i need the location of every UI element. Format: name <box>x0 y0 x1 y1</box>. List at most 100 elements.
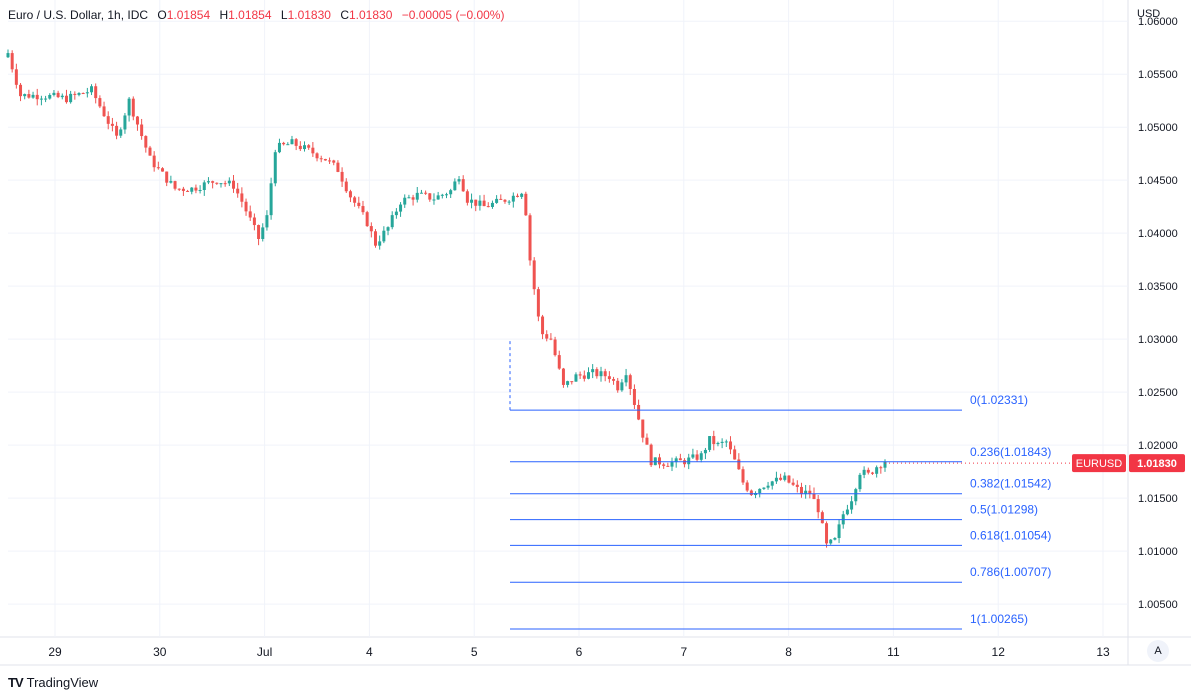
last-price-label: 1.01830 <box>1137 458 1177 470</box>
candle-body <box>733 449 737 460</box>
candle-body <box>657 457 661 465</box>
candle-body <box>110 123 114 126</box>
symbol-title: Euro / U.S. Dollar, 1h, IDC <box>8 8 149 22</box>
candle-body <box>265 215 269 228</box>
candle-body <box>799 486 803 495</box>
candle-body <box>612 379 616 381</box>
candle-body <box>374 231 378 246</box>
candle-body <box>102 106 106 117</box>
candle-body <box>453 181 457 191</box>
fib-level-label: 0.236(1.01843) <box>970 445 1051 459</box>
candle-body <box>215 182 219 184</box>
candle-body <box>319 158 323 160</box>
candle-body <box>60 95 64 98</box>
candle-body <box>653 457 657 466</box>
candle-body <box>52 92 56 95</box>
candle-body <box>499 198 503 200</box>
candle-body <box>399 204 403 212</box>
symbol-header: Euro / U.S. Dollar, 1h, IDC O1.01854 H1.… <box>8 8 510 22</box>
candle-body <box>741 469 745 483</box>
candle-body <box>90 86 94 93</box>
candle-body <box>490 202 494 207</box>
candle-body <box>390 215 394 228</box>
candle-body <box>662 464 666 466</box>
candle-body <box>382 230 386 242</box>
candle-body <box>202 182 206 191</box>
candle-body <box>858 474 862 490</box>
candle-body <box>177 188 181 190</box>
candle-body <box>645 437 649 445</box>
candle-body <box>524 193 528 216</box>
candle-body <box>190 187 194 192</box>
symbol-tag[interactable] <box>1072 454 1126 473</box>
fib-level-label: 0.382(1.01542) <box>970 477 1051 491</box>
candle-body <box>436 195 440 200</box>
tradingview-brand[interactable]: TV TradingView <box>8 675 98 690</box>
candle-body <box>478 200 482 206</box>
candle-body <box>720 441 724 443</box>
candle-body <box>236 188 240 194</box>
candle-body <box>737 459 741 470</box>
candle-body <box>862 469 866 475</box>
x-tick-label: 5 <box>471 645 478 659</box>
candle-body <box>591 369 595 373</box>
candle-body <box>745 482 749 491</box>
candle-body <box>424 192 428 194</box>
candle-body <box>674 458 678 463</box>
candle-body <box>445 194 448 196</box>
candle-body <box>620 382 624 391</box>
candle-body <box>77 93 81 95</box>
candle-body <box>361 206 365 213</box>
candle-body <box>428 193 432 200</box>
candle-body <box>503 199 507 202</box>
candle-body <box>578 374 582 376</box>
candle-body <box>286 144 290 146</box>
candle-body <box>39 98 43 100</box>
candle-body <box>315 153 319 159</box>
candle-body <box>624 375 628 383</box>
fib-level-label: 0.786(1.00707) <box>970 565 1051 579</box>
candle-body <box>378 241 382 246</box>
candle-body <box>536 289 540 317</box>
candle-body <box>123 115 127 130</box>
candle-body <box>244 201 248 212</box>
y-tick-label: 1.01500 <box>1138 493 1178 505</box>
candle-body <box>545 334 549 339</box>
candle-body <box>557 355 561 369</box>
candle-body <box>27 94 31 98</box>
candle-body <box>779 477 783 480</box>
candle-body <box>603 371 607 377</box>
low-label: L <box>280 8 288 22</box>
candle-body <box>649 444 653 466</box>
candle-body <box>269 183 273 216</box>
candle-body <box>749 490 753 496</box>
candle-body <box>340 171 344 182</box>
candle-body <box>282 142 286 145</box>
tradingview-logo-icon: TV <box>8 675 24 690</box>
candle-body <box>566 381 570 385</box>
candle-body <box>332 160 336 163</box>
candle-body <box>532 260 536 290</box>
last-price-tag[interactable] <box>1129 454 1185 473</box>
candle-body <box>152 155 156 168</box>
candle-body <box>419 192 423 194</box>
fib-level-label: 0(1.02331) <box>970 393 1028 407</box>
candle-body <box>56 92 60 98</box>
candle-body <box>795 484 799 487</box>
auto-scale-button[interactable]: A <box>1147 640 1169 662</box>
candle-body <box>348 191 352 198</box>
candle-body <box>511 195 515 202</box>
candle-body <box>344 181 348 192</box>
candle-body <box>574 374 578 382</box>
candle-body <box>599 371 603 377</box>
x-tick-label: 13 <box>1096 645 1110 659</box>
candle-body <box>148 147 152 156</box>
y-tick-label: 1.01000 <box>1138 546 1178 558</box>
candle-body <box>131 98 135 117</box>
candle-body <box>595 369 599 377</box>
fib-level-label: 0.618(1.01054) <box>970 528 1051 542</box>
candle-body <box>787 475 791 483</box>
low-value: 1.01830 <box>287 8 331 22</box>
candle-body <box>169 181 173 183</box>
